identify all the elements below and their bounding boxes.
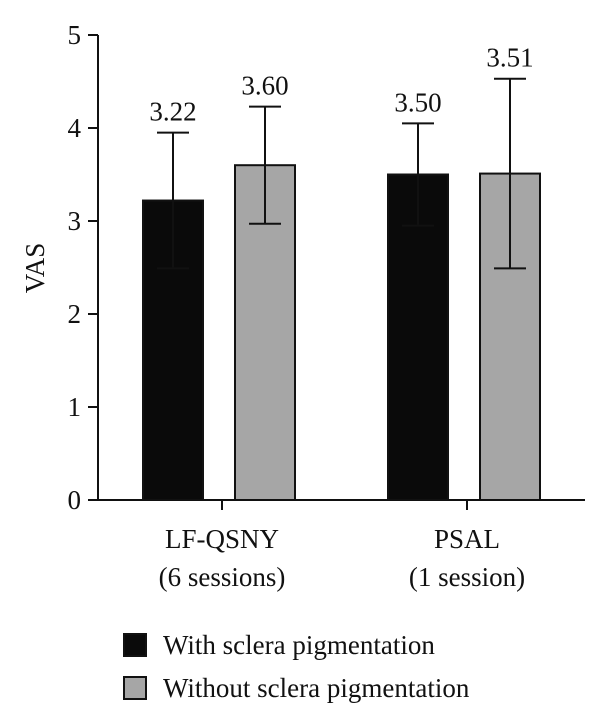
x-tick-label: LF-QSNY [165, 524, 279, 554]
x-tick-label: PSAL [434, 524, 500, 554]
data-labels: 3.22 3.50 3.60 3.51 [149, 43, 533, 127]
legend-label: Without sclera pigmentation [163, 673, 470, 703]
y-axis-title: VAS [20, 243, 50, 294]
bar [387, 173, 449, 501]
legend-swatch [123, 633, 147, 657]
y-tick-label: 3 [68, 206, 82, 236]
data-label: 3.22 [149, 97, 196, 127]
y-tick-label: 4 [68, 113, 82, 143]
x-tick-label: (1 session) [409, 562, 525, 592]
x-axis [98, 499, 585, 510]
category-labels: LF-QSNY (6 sessions) PSAL (1 session) [159, 524, 526, 592]
x-tick-label: (6 sessions) [159, 562, 286, 592]
y-tick-label: 5 [68, 20, 82, 50]
data-label: 3.51 [486, 43, 533, 73]
bars [142, 164, 541, 501]
y-tick-label: 1 [68, 392, 82, 422]
data-label: 3.50 [394, 87, 441, 117]
legend-label: With sclera pigmentation [163, 630, 435, 660]
bar [234, 164, 296, 501]
data-label: 3.60 [241, 71, 288, 101]
y-axis: 0 1 2 3 4 5 [68, 20, 99, 515]
y-tick-label: 0 [68, 485, 82, 515]
legend-swatch [123, 676, 147, 700]
y-tick-label: 2 [68, 299, 82, 329]
error-bars [157, 77, 526, 270]
legend: With sclera pigmentation Without sclera p… [123, 630, 470, 703]
